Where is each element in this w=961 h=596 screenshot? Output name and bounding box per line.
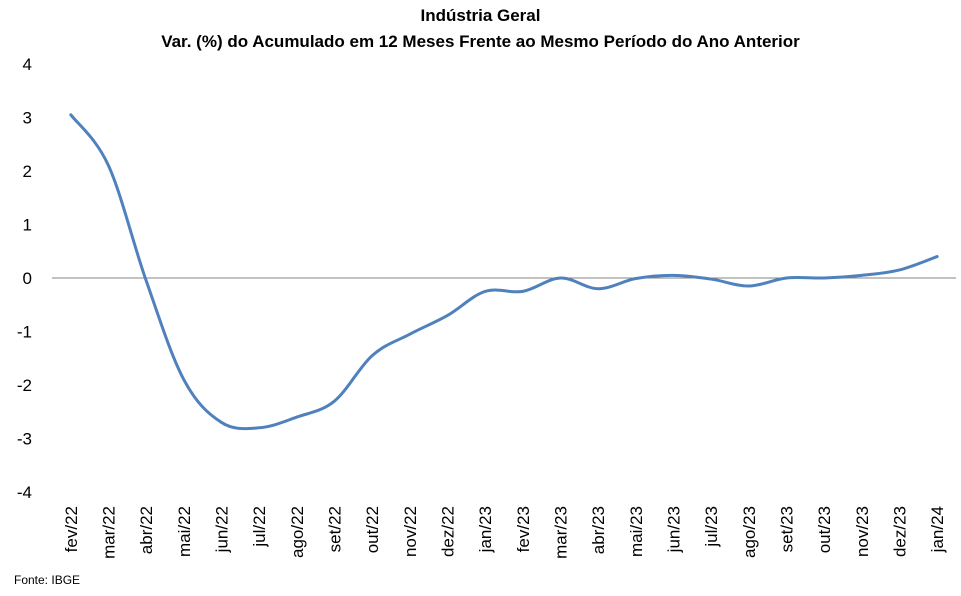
y-tick-label: 2 <box>23 162 32 181</box>
x-tick-label: mai/23 <box>627 506 646 557</box>
x-tick-label: jul/22 <box>250 506 269 548</box>
y-tick-label: 4 <box>23 55 32 74</box>
x-tick-label: jul/23 <box>702 506 721 548</box>
x-tick-label: out/23 <box>815 506 834 553</box>
x-tick-label: dez/23 <box>891 506 910 557</box>
x-tick-label: set/22 <box>326 506 345 552</box>
x-tick-label: ago/22 <box>288 506 307 558</box>
x-tick-label: abr/23 <box>589 506 608 554</box>
y-tick-label: 3 <box>23 109 32 128</box>
series-line <box>69 113 939 431</box>
x-tick-label: jan/24 <box>928 506 947 553</box>
x-tick-label: fev/22 <box>62 506 81 552</box>
x-tick-label: jun/22 <box>213 506 232 553</box>
x-tick-label: fev/23 <box>514 506 533 552</box>
x-tick-label: nov/23 <box>853 506 872 557</box>
x-tick-label: mai/22 <box>175 506 194 557</box>
x-tick-label: out/22 <box>363 506 382 553</box>
source-note: Fonte: IBGE <box>14 573 81 587</box>
x-tick-label: jun/23 <box>665 506 684 553</box>
chart-title: Indústria Geral <box>420 6 541 25</box>
chart-subtitle: Var. (%) do Acumulado em 12 Meses Frente… <box>161 32 800 51</box>
x-tick-label: nov/22 <box>401 506 420 557</box>
y-tick-label: -4 <box>17 483 32 502</box>
x-tick-label: jan/23 <box>476 506 495 553</box>
y-tick-label: -1 <box>17 323 32 342</box>
x-tick-label: mar/23 <box>552 506 571 559</box>
y-tick-label: -3 <box>17 430 32 449</box>
x-tick-label: ago/23 <box>740 506 759 558</box>
y-tick-label: -2 <box>17 376 32 395</box>
x-tick-label: mar/22 <box>100 506 119 559</box>
x-tick-label: set/23 <box>778 506 797 552</box>
x-tick-label: dez/22 <box>439 506 458 557</box>
x-tick-label: abr/22 <box>137 506 156 554</box>
y-tick-label: 1 <box>23 216 32 235</box>
y-tick-label: 0 <box>23 269 32 288</box>
